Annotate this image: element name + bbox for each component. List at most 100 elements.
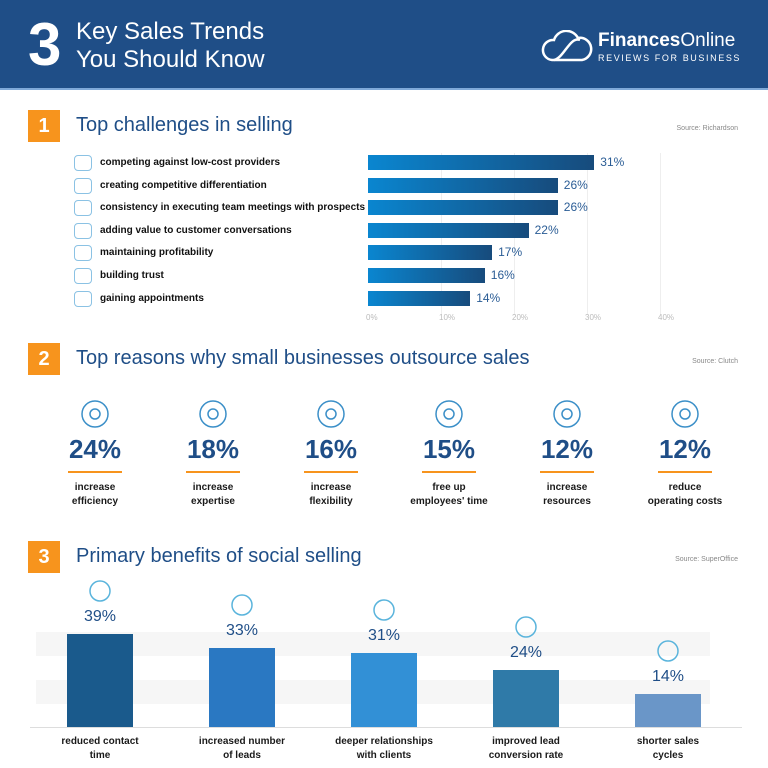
stat-label-line: increase: [74, 482, 116, 493]
category-label-line: cycles: [652, 750, 684, 761]
section-2-number: 2: [28, 343, 60, 375]
bar: [67, 634, 133, 727]
stat-label-line: efficiency: [71, 496, 119, 507]
stat-label: increase efficiency: [40, 481, 150, 509]
stat-label: increase flexibility: [276, 481, 386, 509]
category-label-line: reduced contact: [61, 736, 139, 747]
stat-item: 16% increase flexibility: [276, 396, 386, 509]
benefit-icon: [85, 578, 115, 604]
category-label-line: increased number: [198, 736, 286, 747]
bar-value-label: 31%: [600, 155, 625, 169]
stat-value: 15%: [422, 434, 476, 464]
stat-underline: [658, 471, 712, 473]
stat-value: 16%: [304, 434, 358, 464]
cloud-logo-icon: [541, 30, 593, 62]
stat-underline: [422, 471, 476, 473]
network-icon: [512, 396, 622, 432]
category-label: reduced contact time: [35, 735, 165, 763]
bar: [635, 693, 701, 727]
stat-label-line: increase: [310, 482, 352, 493]
category-label: creating competitive differentiation: [100, 179, 267, 191]
section-3-number: 3: [28, 541, 60, 573]
section-3-title: Primary benefits of social selling: [76, 545, 362, 567]
category-label: deeper relationships with clients: [319, 735, 449, 763]
bar-value-label: 17%: [498, 245, 523, 260]
section-2-source: Source: Clutch: [692, 358, 738, 365]
bar: [368, 222, 529, 238]
stat-underline: [186, 471, 240, 473]
page-title: Key Sales Trends You Should Know: [76, 18, 265, 73]
grid-line: [587, 153, 588, 315]
bar-value-label: 26%: [563, 200, 588, 215]
stat-label: free up employees' time: [394, 481, 504, 509]
stat-label-line: flexibility: [309, 496, 353, 507]
bar-value-label: 31%: [367, 627, 401, 645]
category-label: adding value to customer conversations: [100, 224, 292, 236]
category-label: increased number of leads: [177, 735, 307, 763]
header-number: 3: [28, 11, 62, 78]
bar: [368, 290, 471, 306]
bar-value-label: 33%: [225, 622, 259, 640]
bar: [368, 200, 558, 216]
stat-value: 12%: [658, 434, 712, 464]
benefit-icon: [369, 597, 399, 623]
category-icon: [74, 155, 92, 171]
stat-label: increase expertise: [158, 481, 268, 509]
category-label-line: time: [89, 750, 111, 761]
x-tick-label: 40%: [658, 313, 675, 322]
section-2-title: Top reasons why small businesses outsour…: [76, 347, 530, 369]
bar: [368, 177, 558, 193]
bar-value-label: 26%: [563, 177, 588, 192]
stat-label-line: employees' time: [410, 496, 488, 507]
stat-item: 12% reduce operating costs: [630, 396, 740, 509]
bar: [368, 245, 493, 261]
category-icon: [74, 245, 92, 262]
category-label-line: improved lead: [492, 736, 560, 747]
x-tick-label: 10%: [439, 313, 456, 322]
category-icon: [74, 222, 92, 239]
stat-underline: [304, 471, 358, 473]
benefit-icon: [653, 638, 683, 664]
stat-item: 12% increase resources: [512, 396, 622, 509]
bar-value-label: 39%: [83, 608, 117, 626]
category-label: gaining appointments: [100, 292, 204, 304]
category-label: shorter sales cycles: [603, 735, 733, 763]
bar-value-label: 14%: [476, 290, 501, 305]
chart-band: [36, 632, 710, 656]
category-label-line: conversion rate: [488, 750, 564, 761]
bar: [209, 648, 275, 727]
section-1-title: Top challenges in selling: [76, 114, 293, 136]
brand-name: FinancesOnline: [598, 30, 736, 51]
grid-line: [660, 153, 661, 315]
graduate-icon: [158, 396, 268, 432]
bar: [368, 268, 485, 283]
section-1-source: Source: Richardson: [676, 125, 738, 132]
category-icon: [74, 177, 92, 194]
stat-label: reduce operating costs: [630, 481, 740, 509]
stat-label: increase resources: [512, 481, 622, 509]
category-label: consistency in executing team meetings w…: [100, 202, 366, 214]
stat-value: 12%: [540, 434, 594, 464]
stat-value: 18%: [186, 434, 240, 464]
x-tick-label: 0%: [366, 313, 378, 322]
category-label: competing against low-cost providers: [100, 157, 281, 168]
stat-label-line: free up: [432, 482, 466, 493]
tree-icon: [276, 396, 386, 432]
stat-value: 24%: [68, 434, 122, 464]
category-icon: [74, 290, 92, 307]
benefit-icon: [227, 592, 257, 618]
category-label-line: of leads: [223, 750, 261, 761]
category-icon: [74, 268, 92, 284]
category-icon: [74, 200, 92, 217]
piggy-bank-icon: [630, 396, 740, 432]
stat-underline: [540, 471, 594, 473]
bar: [351, 653, 417, 727]
header: 3 Key Sales Trends You Should Know Financ…: [0, 0, 768, 90]
category-label: building trust: [100, 270, 164, 281]
bar-value-label: 24%: [509, 643, 543, 661]
x-tick-label: 20%: [512, 313, 529, 322]
stat-item: 24% increase efficiency: [40, 396, 150, 509]
bar-value-label: 16%: [490, 268, 515, 282]
stat-item: 15% free up employees' time: [394, 396, 504, 509]
category-label: improved lead conversion rate: [461, 735, 591, 763]
